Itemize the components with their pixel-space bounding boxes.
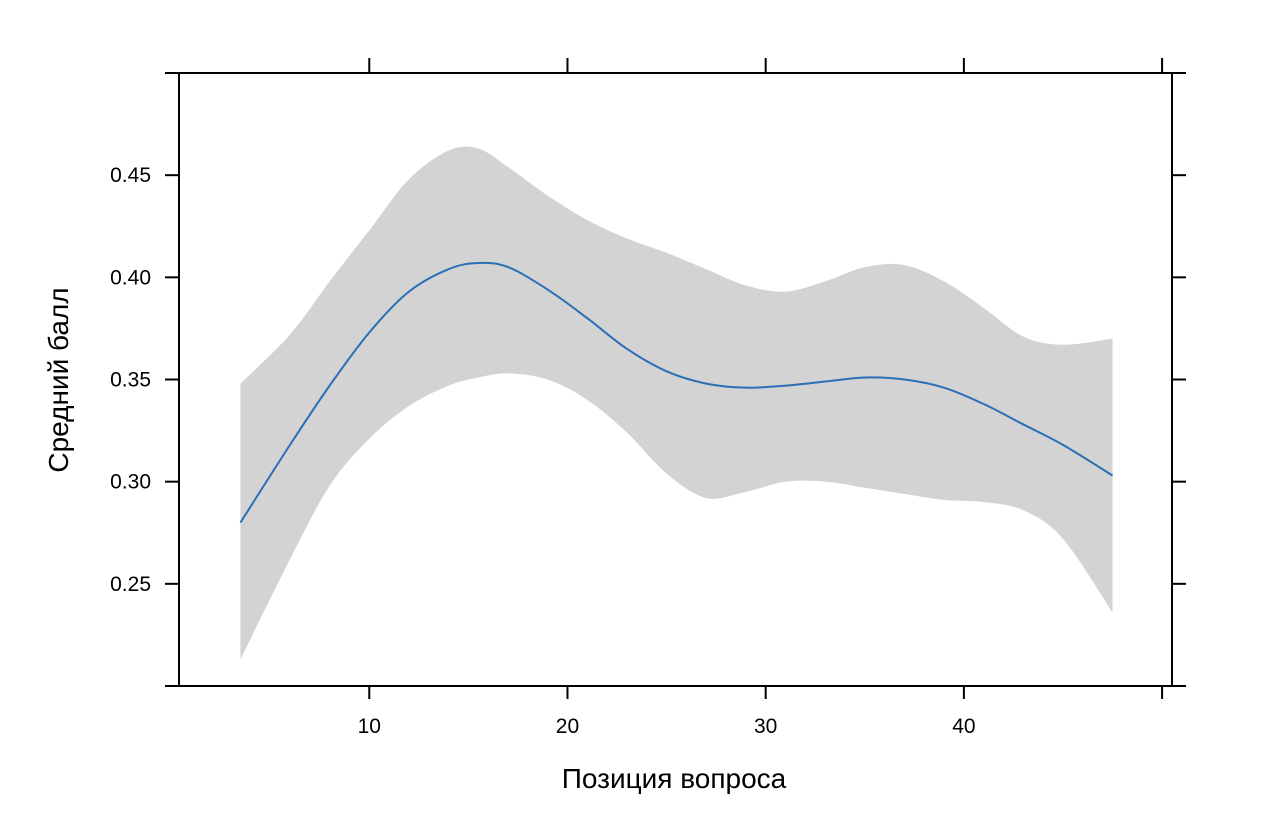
ticks: 10 20 30 40 0.25 0.30 0.35 0.40 0.45 — [110, 58, 1186, 738]
x-tick-label: 30 — [754, 715, 777, 738]
x-tick-label: 10 — [358, 715, 381, 738]
x-tick-label: 20 — [556, 715, 579, 738]
fit-line — [239, 261, 1114, 524]
y-tick-label: 0.25 — [110, 573, 151, 596]
y-tick-label: 0.45 — [110, 164, 151, 187]
x-axis-title: Позиция вопроса — [562, 763, 787, 794]
y-tick-label: 0.40 — [110, 266, 151, 289]
confidence-band-layer — [240, 146, 1113, 660]
y-tick-label: 0.30 — [110, 471, 151, 494]
y-axis-title: Средний балл — [43, 287, 74, 472]
x-tick-label: 40 — [952, 715, 975, 738]
confidence-band — [240, 146, 1113, 660]
fit-line-layer — [239, 261, 1114, 524]
y-tick-label: 0.35 — [110, 369, 151, 392]
